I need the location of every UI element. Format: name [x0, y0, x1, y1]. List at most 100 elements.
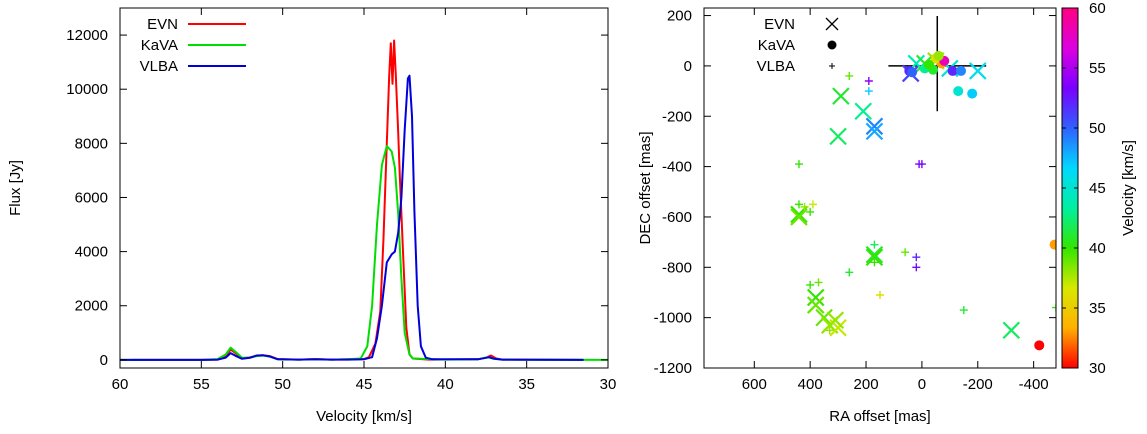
legend-label-vlba: VLBA	[757, 58, 795, 75]
vlba-spot-marker	[845, 268, 854, 277]
spectrum-x-tick-label: 50	[274, 376, 291, 393]
spot-map-x-tick-label: 400	[798, 376, 823, 393]
colorbar-tick-label: 45	[1089, 180, 1106, 197]
series-line-evn	[131, 39, 584, 361]
vlba-spot-marker	[864, 77, 873, 86]
vlba-spot-marker	[814, 278, 823, 287]
spectrum-y-axis-label: Flux [Jy]	[7, 160, 24, 216]
kava-spot-marker	[953, 86, 964, 97]
evn-spot-marker	[854, 102, 873, 120]
kava-spot-marker	[1049, 239, 1056, 250]
spectrum-x-tick-label: 60	[112, 376, 129, 393]
spectrum-x-tick-label: 30	[600, 376, 617, 393]
spectrum-y-tick-label: 6000	[75, 189, 108, 206]
vlba-spot-marker	[794, 200, 803, 209]
evn-spot-marker	[865, 248, 884, 267]
colorbar-tick-label: 35	[1089, 300, 1106, 317]
spectrum-x-tick-label: 45	[356, 376, 373, 393]
vlba-spot-marker	[794, 160, 803, 169]
legend-label-vlba: VLBA	[140, 58, 178, 75]
colorbar-tick-label: 50	[1089, 120, 1106, 137]
spot-map-x-tick-label: 0	[918, 376, 926, 393]
vlba-spot-marker	[1052, 303, 1056, 312]
vlba-spot-marker	[870, 258, 879, 267]
series-line-vlba	[120, 74, 584, 361]
spectrum-legend: EVN KaVA VLBA	[140, 16, 246, 75]
spot-map-x-tick-label: -200	[963, 376, 993, 393]
vlba-spot-marker	[845, 71, 854, 80]
evn-spot-marker	[865, 245, 884, 264]
evn-spot-marker	[826, 311, 845, 329]
evn-spot-marker	[969, 62, 987, 80]
spot-map-y-tick-label: -600	[662, 209, 692, 226]
legend-label-kava: KaVA	[758, 37, 795, 54]
colorbar-tick-label: 60	[1089, 0, 1106, 17]
evn-spot-marker	[1002, 321, 1021, 340]
vlba-spot-marker	[806, 280, 815, 289]
kava-spot-marker	[967, 88, 978, 99]
spectrum-x-tick-label: 35	[518, 376, 535, 393]
evn-spot-marker	[865, 122, 884, 141]
spot-map-y-tick-label: -800	[662, 259, 692, 276]
kava-spot-marker	[907, 67, 918, 78]
spectrum-y-tick-label: 12000	[66, 27, 108, 44]
spectrum-y-tick-label: 10000	[66, 81, 108, 98]
legend-label-kava: KaVA	[141, 37, 178, 54]
evn-spot-marker	[832, 87, 850, 105]
vlba-spot-marker	[870, 240, 879, 249]
spot-map-x-axis-label: RA offset [mas]	[829, 408, 930, 425]
vlba-spot-marker	[912, 253, 921, 262]
evn-spot-marker	[815, 308, 833, 327]
spot-map-y-tick-label: -1000	[654, 310, 692, 327]
spot-map-y-tick-label: -1200	[654, 360, 692, 377]
spot-map-x-tick-label: 600	[742, 376, 767, 393]
legend-swatch-evn	[825, 17, 839, 31]
spot-map-legend: EVN KaVA VLBA	[757, 16, 839, 75]
evn-spot-marker	[806, 288, 825, 307]
evn-spot-marker	[865, 117, 884, 136]
colorbar-tick-label: 40	[1089, 240, 1106, 257]
kava-spot-marker	[933, 50, 944, 61]
legend-label-evn: EVN	[764, 16, 795, 33]
vlba-spot-marker	[864, 87, 873, 96]
vlba-spot-marker	[808, 200, 817, 209]
spot-map-y-tick-label: 0	[684, 58, 692, 75]
spectrum-x-axis-label: Velocity [km/s]	[316, 408, 412, 425]
spot-map-y-axis-label: DEC offset [mas]	[637, 131, 654, 244]
spectrum-y-tick-label: 2000	[75, 298, 108, 315]
evn-spot-marker	[829, 127, 847, 146]
evn-spot-marker	[806, 296, 825, 314]
colorbar-tick-label: 55	[1089, 60, 1106, 77]
colorbar-label: Velocity [km/s]	[1120, 140, 1137, 236]
kava-spot-marker	[947, 65, 958, 76]
spot-map-y-tick-label: -400	[662, 159, 692, 176]
spectrum-x-tick-label: 40	[437, 376, 454, 393]
spectrum-x-tick-label: 55	[193, 376, 210, 393]
vlba-spot-marker	[912, 263, 921, 272]
spot-map-x-tick-label: -400	[1019, 376, 1049, 393]
spectrum-y-tick-label: 0	[100, 352, 108, 369]
kava-spot-marker	[956, 65, 967, 76]
legend-label-evn: EVN	[147, 16, 178, 33]
legend-swatch-vlba	[829, 63, 835, 69]
vlba-spot-marker	[800, 202, 809, 211]
spectrum-plot-frame	[119, 7, 609, 369]
kava-spot-marker	[1034, 340, 1045, 351]
velocity-colorbar: 30 35 40 45 50 55 60 Velocity [km/s]	[1061, 0, 1137, 377]
spot-map-y-tick-label: 200	[667, 8, 692, 25]
spot-map-chart: 600 400 200 0 -200 -400 -1200 -1000 -800 -600 -400…	[637, 7, 1057, 425]
vlba-spot-marker	[806, 207, 815, 216]
spot-map-x-tick-label: 200	[854, 376, 879, 393]
spot-map-plot-frame	[703, 7, 1057, 369]
evn-spot-marker	[790, 208, 808, 226]
series-line-kava	[120, 145, 608, 361]
legend-swatch-kava	[827, 40, 837, 50]
colorbar-tick-label: 30	[1089, 360, 1106, 377]
spot-map-y-tick-label: -200	[662, 108, 692, 125]
vlba-spot-marker	[959, 306, 968, 315]
vlba-spot-marker	[917, 160, 926, 169]
vlba-spot-marker	[825, 326, 834, 335]
vlba-spot-marker	[876, 290, 884, 299]
kava-spot-marker	[923, 59, 934, 70]
